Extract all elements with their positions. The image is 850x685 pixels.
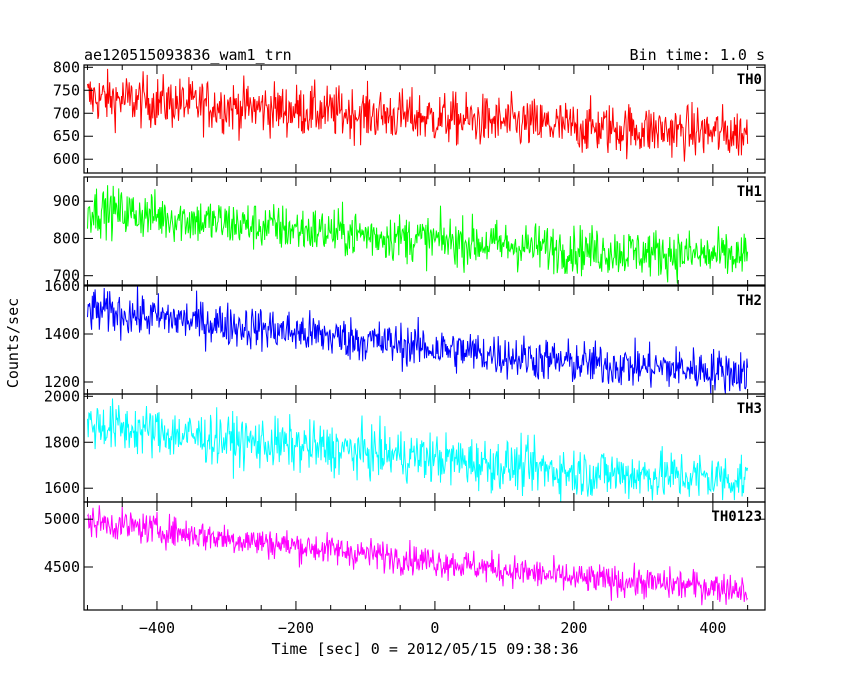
panels-layer: 600 650 700 750 800 TH0 700 800 900 TH1 1200 1400 16… [44, 58, 766, 637]
x-tick-label: 400 [699, 619, 726, 637]
panel-th0123: 4500 5000 TH0123 [44, 501, 766, 611]
x-tick-label: 200 [560, 619, 587, 637]
y-tick-label: 2000 [44, 387, 80, 405]
y-axis-label: Counts/sec [4, 298, 22, 388]
panel-label-th3: TH3 [737, 401, 762, 417]
x-axis-label: Time [sec] 0 = 2012/05/15 09:38:36 [271, 640, 578, 658]
y-tick-label: 1800 [44, 433, 80, 451]
panel-label-th0123: TH0123 [711, 509, 762, 525]
y-tick-label: 800 [53, 58, 80, 76]
series-line-th1 [87, 185, 749, 284]
y-tick-label: 700 [53, 104, 80, 122]
panel-label-th2: TH2 [737, 293, 762, 309]
panel-frame [83, 501, 766, 611]
panel-label-th0: TH0 [737, 72, 762, 88]
panel-th1: 700 800 900 TH1 [53, 176, 766, 286]
y-tick-label: 600 [53, 150, 80, 168]
y-tick-label: 800 [53, 229, 80, 247]
y-tick-label: 650 [53, 127, 80, 145]
panel-label-th1: TH1 [737, 184, 762, 200]
y-tick-label: 4500 [44, 558, 80, 576]
panel-th2: 1200 1400 1600 TH2 [44, 277, 766, 395]
x-tick-label: −400 [139, 619, 175, 637]
bin-time-label: Bin time: 1.0 s [630, 46, 765, 64]
y-tick-label: 1600 [44, 277, 80, 295]
y-tick-label: 750 [53, 81, 80, 99]
y-tick-label: 1400 [44, 325, 80, 343]
y-tick-label: 1200 [44, 373, 80, 391]
y-tick-label: 900 [53, 192, 80, 210]
y-tick-label: 1600 [44, 479, 80, 497]
panel-frame [83, 285, 766, 395]
panel-th0: 600 650 700 750 800 TH0 [53, 58, 766, 174]
panel-frame [83, 64, 766, 174]
series-line-th0123 [87, 505, 749, 606]
series-line-th0 [87, 68, 749, 162]
x-tick-label: −200 [278, 619, 314, 637]
y-tick-label: 700 [53, 267, 80, 285]
panel-frame [83, 176, 766, 286]
chart-title: ae120515093836_wam1_trn [84, 46, 292, 64]
x-tick-label: 0 [430, 619, 439, 637]
series-line-th2 [87, 286, 749, 394]
panel-th3: 1600 1800 2000 TH3 [44, 387, 766, 503]
series-line-th3 [87, 398, 749, 502]
y-tick-label: 5000 [44, 510, 80, 528]
